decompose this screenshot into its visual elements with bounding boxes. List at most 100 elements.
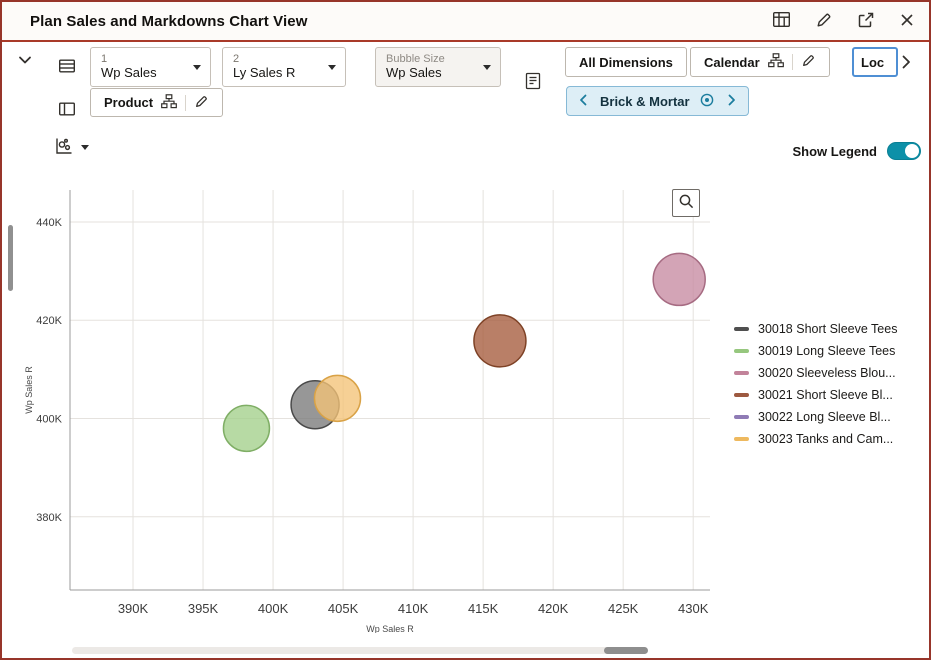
legend-item[interactable]: 30019 Long Sleeve Tees: [734, 340, 897, 362]
location-dimension-selector[interactable]: Loc: [852, 47, 898, 77]
page-title: Plan Sales and Markdowns Chart View: [30, 12, 308, 30]
chip-previous-button[interactable]: [577, 93, 591, 110]
bubble-30023[interactable]: [313, 374, 362, 423]
x-tick-label: 425K: [608, 601, 639, 616]
show-legend-label: Show Legend: [792, 143, 878, 159]
chip-next-button[interactable]: [724, 93, 738, 110]
divider: [185, 94, 187, 111]
toolbar: 1 Wp Sales 2 Ly Sales R Bubble Size Wp S…: [2, 42, 929, 168]
close-button[interactable]: [899, 12, 915, 31]
edit-view-button[interactable]: [815, 11, 833, 32]
measure2-value: Ly Sales R: [233, 64, 296, 80]
bubble-chart-icon: [54, 136, 74, 159]
open-in-new-icon: [857, 11, 875, 32]
legend-item[interactable]: 30020 Sleeveless Blou...: [734, 362, 897, 384]
x-tick-label: 430K: [678, 601, 709, 616]
legend-swatch-icon: [734, 393, 749, 397]
pencil-icon: [815, 11, 833, 32]
measure-profile-button[interactable]: [523, 71, 543, 94]
legend-label: 30021 Short Sleeve Bl...: [758, 388, 893, 402]
location-label: Loc: [861, 54, 885, 70]
measure1-value: Wp Sales: [101, 64, 157, 80]
all-dimensions-button[interactable]: All Dimensions: [565, 47, 687, 77]
legend-item[interactable]: 30022 Long Sleeve Bl...: [734, 406, 897, 428]
target-icon: [699, 92, 715, 111]
product-dimension-selector[interactable]: Product: [90, 88, 224, 117]
measure2-index: 2: [233, 53, 240, 66]
chevron-down-icon: [483, 65, 491, 70]
product-label: Product: [104, 95, 154, 110]
y-tick-label: 400K: [36, 414, 62, 426]
chevron-right-icon: [898, 54, 914, 73]
table-rows-icon: [58, 57, 76, 78]
toggle-knob: [905, 144, 919, 158]
chevron-down-icon: [16, 51, 34, 72]
divider: [791, 54, 793, 70]
bubble-30019[interactable]: [222, 404, 271, 453]
titlebar: Plan Sales and Markdowns Chart View: [2, 2, 929, 42]
chart-region: 390K 395K 400K 405K 410K 415K 420K 425K 430K 380K…: [2, 168, 929, 644]
x-axis-label: Wp Sales R: [366, 624, 414, 633]
chevron-left-icon: [577, 93, 591, 110]
pivot-table-view-button[interactable]: [772, 10, 791, 32]
legend-label: 30023 Tanks and Cam...: [758, 432, 894, 446]
x-tick-label: 415K: [468, 601, 499, 616]
legend-label: 30018 Short Sleeve Tees: [758, 322, 898, 336]
vertical-scrollbar-thumb[interactable]: [8, 225, 13, 291]
legend-swatch-icon: [734, 415, 749, 419]
x-tick-label: 405K: [328, 601, 359, 616]
side-panel-icon: [58, 100, 76, 121]
bubble-30020[interactable]: [652, 252, 706, 307]
pivot-table-icon: [772, 10, 791, 32]
measure2-dropdown[interactable]: 2 Ly Sales R: [222, 47, 346, 87]
legend-label: 30019 Long Sleeve Tees: [758, 344, 896, 358]
legend-swatch-icon: [734, 371, 749, 375]
pencil-icon[interactable]: [801, 53, 816, 71]
bubble-size-dropdown[interactable]: Bubble Size Wp Sales: [375, 47, 501, 87]
horizontal-scrollbar-track[interactable]: [72, 647, 647, 654]
chevron-down-icon: [328, 65, 336, 70]
y-tick-label: 440K: [36, 217, 62, 229]
x-tick-label: 395K: [188, 601, 219, 616]
horizontal-scrollbar-thumb[interactable]: [604, 647, 648, 654]
calendar-label: Calendar: [704, 54, 760, 70]
y-axis-label: Wp Sales R: [24, 366, 34, 414]
chevron-down-icon: [193, 65, 201, 70]
magnifier-icon: [678, 193, 695, 213]
chart-zoom-button[interactable]: [672, 189, 700, 217]
context-filter-label: Brick & Mortar: [600, 93, 690, 109]
open-in-new-window-button[interactable]: [857, 11, 875, 32]
hierarchy-icon: [767, 53, 784, 71]
measure1-dropdown-text: 1 Wp Sales: [101, 53, 157, 81]
legend-item[interactable]: 30021 Short Sleeve Bl...: [734, 384, 897, 406]
legend-label: 30022 Long Sleeve Bl...: [758, 410, 891, 424]
measure-axis-button[interactable]: [58, 57, 76, 78]
bubble-chart-svg[interactable]: 390K 395K 400K 405K 410K 415K 420K 425K 430K 380K…: [16, 178, 716, 633]
x-tick-label: 400K: [258, 601, 289, 616]
scroll-dimensions-right-button[interactable]: [898, 54, 914, 73]
titlebar-actions: [772, 10, 915, 32]
calendar-dimension-selector[interactable]: Calendar: [690, 47, 830, 77]
bubble-size-value: Wp Sales: [386, 64, 442, 80]
legend-swatch-icon: [734, 437, 749, 441]
show-legend-toggle[interactable]: [887, 142, 921, 160]
legend-item[interactable]: 30018 Short Sleeve Tees: [734, 318, 897, 340]
y-tick-label: 380K: [36, 512, 62, 524]
show-legend-control: Show Legend: [792, 142, 921, 160]
measure2-dropdown-text: 2 Ly Sales R: [233, 53, 295, 81]
chevron-right-icon: [724, 93, 738, 110]
context-target-button[interactable]: [699, 92, 715, 111]
measure1-dropdown[interactable]: 1 Wp Sales: [90, 47, 211, 87]
legend-swatch-icon: [734, 327, 749, 331]
context-filter-chip[interactable]: Brick & Mortar: [566, 86, 749, 116]
legend-item[interactable]: 30023 Tanks and Cam...: [734, 428, 897, 450]
measure-profile-icon: [523, 71, 543, 94]
chart-type-selector[interactable]: [54, 136, 89, 159]
hierarchy-icon: [161, 93, 178, 112]
measure1-index: 1: [101, 53, 108, 66]
x-tick-label: 420K: [538, 601, 569, 616]
collapse-toolbar-button[interactable]: [16, 51, 34, 72]
layout-axis-button[interactable]: [58, 100, 76, 121]
pencil-icon[interactable]: [194, 94, 209, 112]
bubble-30021[interactable]: [473, 314, 527, 368]
